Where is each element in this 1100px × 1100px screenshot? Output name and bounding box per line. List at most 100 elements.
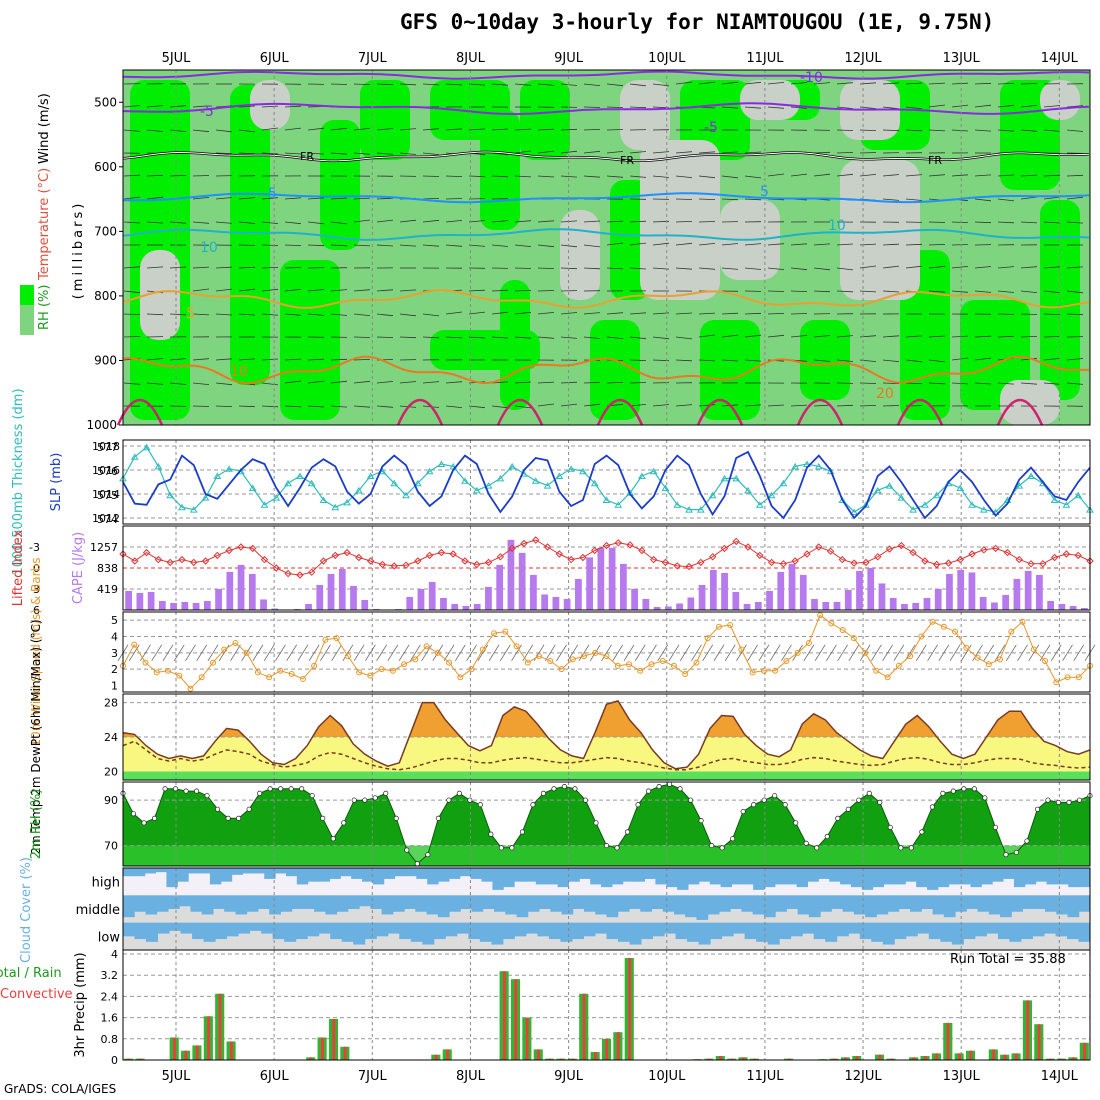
cloud-bar-high xyxy=(383,868,396,879)
wind-speed-point xyxy=(468,666,475,673)
wind-barb xyxy=(353,219,371,223)
thickness-tick-label: 575 xyxy=(97,489,118,502)
rh-point xyxy=(215,806,221,812)
wind-barb xyxy=(123,313,141,315)
wind-speed-point xyxy=(1064,674,1071,681)
wind-barb xyxy=(468,83,486,86)
wind-speed-point xyxy=(581,653,588,660)
wind-barb xyxy=(629,404,647,407)
wind-barb xyxy=(836,359,854,362)
li-point xyxy=(720,544,729,553)
upper-ylabel: RH (%) Temperature (°C) Wind (m/s) xyxy=(37,93,52,330)
wind-barb xyxy=(491,175,509,178)
wind-barb xyxy=(813,290,831,293)
cloud-bar-middle xyxy=(156,895,169,912)
wind-barb xyxy=(192,313,210,316)
wind10-barb xyxy=(601,644,612,662)
wind-barb xyxy=(238,197,256,200)
wind-barb xyxy=(146,221,164,224)
wind-barb xyxy=(514,150,532,154)
cloud-bar-high xyxy=(622,868,635,882)
wind-barb xyxy=(376,197,394,200)
rh-point xyxy=(603,843,610,849)
cloud-bar-high xyxy=(155,868,167,873)
wind-tick-label: 2 xyxy=(111,663,118,676)
precip-bar-convective xyxy=(855,1056,859,1060)
li-point xyxy=(756,551,764,560)
wind-barb xyxy=(307,405,325,408)
wind-barb xyxy=(836,129,854,131)
cape-bar xyxy=(181,601,189,610)
li-point xyxy=(673,562,681,570)
wind-barb xyxy=(284,289,302,292)
wind-barb xyxy=(928,335,946,338)
precip-ylabel: 3hr Precip (mm) xyxy=(73,952,88,1057)
cloud-bar-high xyxy=(296,868,309,885)
li-point xyxy=(991,544,1000,553)
cloud-bar-middle xyxy=(302,895,315,909)
wind-speed-point xyxy=(536,653,543,660)
wind10-barb xyxy=(196,644,208,662)
cape-bar xyxy=(991,602,998,610)
li-point xyxy=(685,562,693,571)
pressure-tick-label: 500 xyxy=(94,95,117,109)
wind-barb xyxy=(422,198,440,200)
wind-barb xyxy=(744,267,762,270)
cloud-bar-low xyxy=(318,922,331,934)
cape-bar xyxy=(293,608,301,610)
wind-barb xyxy=(491,128,509,131)
thickness-point xyxy=(732,474,741,482)
wind-barb xyxy=(284,405,302,408)
wind-barb xyxy=(238,105,256,108)
li-tick-label: 6 xyxy=(33,604,40,617)
day-label-top: 13JUL xyxy=(943,51,981,66)
wind-barb xyxy=(675,151,693,154)
rh-point xyxy=(341,820,347,826)
cloud-bar-middle xyxy=(336,895,349,912)
wind-barb xyxy=(606,106,624,108)
wind-ylabel: 10m Wind Speed (m/s) & Barbs xyxy=(29,558,43,747)
temp-contour-25 xyxy=(896,398,944,426)
wind-day-grid xyxy=(175,612,1060,692)
thickness-point xyxy=(779,479,788,487)
cloud-bar-middle xyxy=(437,895,450,918)
wind-speed-point xyxy=(637,667,644,674)
thickness-point xyxy=(637,472,646,479)
wind-barb xyxy=(192,382,210,385)
wind-barb xyxy=(284,197,302,200)
wind-speed-point xyxy=(704,635,711,642)
li-point xyxy=(862,558,870,567)
day-label-top: 8JUL xyxy=(456,51,486,66)
day-label-top: 6JUL xyxy=(260,51,290,66)
cloud-bar-low xyxy=(215,922,228,940)
wind-barb xyxy=(951,174,969,177)
wind-barb xyxy=(146,382,164,385)
wind-barb xyxy=(560,128,578,131)
wind-barb xyxy=(514,311,532,315)
wind-barb xyxy=(491,336,509,339)
wind10-barb xyxy=(803,644,815,662)
rh-point xyxy=(929,804,935,810)
wind10-barb xyxy=(972,644,983,662)
thickness-point xyxy=(413,479,422,487)
wind-barb xyxy=(123,336,141,338)
li-point xyxy=(555,550,564,558)
wind-barb xyxy=(123,105,141,108)
wind-barb xyxy=(928,244,946,246)
thickness-point xyxy=(248,484,257,491)
wind10-barb xyxy=(443,644,455,662)
cloud-bar-middle xyxy=(1033,895,1046,909)
wind-barb xyxy=(307,313,325,316)
wind-barb xyxy=(652,175,670,178)
cloud-bar-high xyxy=(340,868,352,877)
li-point xyxy=(355,553,363,562)
precip-tick-label: 0 xyxy=(111,1054,118,1067)
wind-barb xyxy=(836,82,854,85)
wind-barb xyxy=(951,244,969,246)
wind-barb xyxy=(261,152,279,155)
thickness-point xyxy=(154,462,163,470)
wind10-barb xyxy=(769,644,781,662)
cloud-bar-low xyxy=(560,922,573,942)
thickness-point xyxy=(166,491,175,499)
temp-contour-25 xyxy=(696,398,744,426)
